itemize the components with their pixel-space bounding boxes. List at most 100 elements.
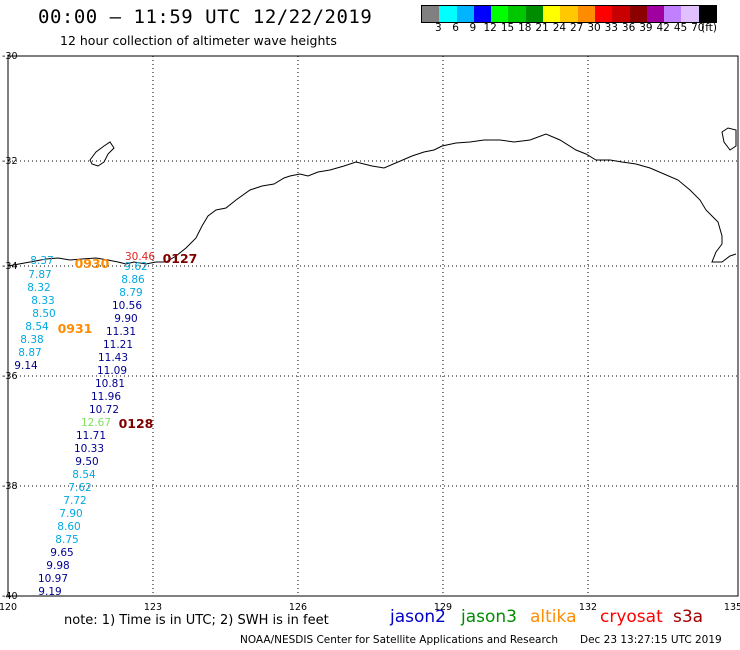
legend-label: 6 xyxy=(452,22,459,34)
legend-label: 36 xyxy=(621,22,636,34)
coastline xyxy=(7,133,737,267)
wave-height-value: 8.87 xyxy=(18,347,41,359)
satellite-jason3: jason3 xyxy=(461,607,517,627)
satellite-jason2: jason2 xyxy=(390,607,446,627)
wave-height-value: 9.50 xyxy=(75,456,98,468)
pass-time-label: 0128 xyxy=(119,416,154,431)
legend-label: 21 xyxy=(535,22,549,34)
wave-height-value: 11.09 xyxy=(97,365,127,377)
wave-height-value: 8.79 xyxy=(119,287,142,299)
lon-label: 123 xyxy=(144,602,162,613)
wave-height-value: 10.97 xyxy=(38,573,68,585)
legend-label: 70 xyxy=(691,22,705,34)
wave-height-value: 9.62 xyxy=(124,261,147,273)
satellite-altika: altika xyxy=(530,607,577,627)
legend-label: 33 xyxy=(604,22,618,34)
legend-swatch xyxy=(664,6,682,22)
legend-label: 15 xyxy=(500,22,515,34)
longitude-labels: 120 123 126 129 132 135 xyxy=(0,602,740,613)
legend-label: 27 xyxy=(570,22,584,34)
footnote: note: 1) Time is in UTC; 2) SWH is in fe… xyxy=(64,613,329,628)
legend-swatch xyxy=(473,6,492,22)
satellite-cryosat: cryosat xyxy=(600,607,663,627)
legend-label: 18 xyxy=(518,22,532,34)
pass-time-label: 0127 xyxy=(163,251,198,266)
wave-height-value: 8.75 xyxy=(55,534,78,546)
lat-label: -36 xyxy=(2,371,18,382)
color-legend-labels: 3 6 9 12 15 18 21 24 27 30 33 36 39 42 45 70 (ft) xyxy=(421,22,740,36)
lon-label: 135 xyxy=(724,602,740,613)
wave-height-value: 8.54 xyxy=(72,469,96,481)
map-subtitle: 12 hour collection of altimeter wave hei… xyxy=(60,33,337,48)
wave-height-value: 11.96 xyxy=(91,391,121,403)
wave-height-value: 8.60 xyxy=(57,521,80,533)
legend-swatch xyxy=(456,6,474,22)
wave-height-value: 8.37 xyxy=(30,255,53,267)
lon-label: 132 xyxy=(579,602,597,613)
lon-label: 129 xyxy=(434,602,452,613)
wave-height-value: 7.62 xyxy=(68,482,91,494)
wave-height-value: 8.50 xyxy=(32,308,55,320)
map-frame xyxy=(7,55,739,597)
coastline-island-east xyxy=(721,127,737,151)
legend-label: (ft) xyxy=(701,22,718,34)
lat-label: -38 xyxy=(2,481,18,492)
legend-swatch xyxy=(612,6,630,22)
wave-height-value: 8.33 xyxy=(31,295,54,307)
generated-timestamp: Dec 23 13:27:15 UTC 2019 xyxy=(580,634,722,646)
legend-label: 30 xyxy=(587,22,601,34)
wave-tracks: 8.377.878.328.338.508.548.388.879.149.62… xyxy=(14,251,155,598)
wave-height-value: 10.81 xyxy=(95,378,125,390)
map-title: 00:00 – 11:59 UTC 12/22/2019 xyxy=(38,6,373,28)
lat-label: -30 xyxy=(2,51,18,62)
lat-label: -40 xyxy=(2,591,18,602)
lon-label: 120 xyxy=(0,602,17,613)
wave-height-value: 10.56 xyxy=(112,300,142,312)
color-legend xyxy=(421,5,718,23)
legend-swatch xyxy=(577,6,595,22)
legend-swatch xyxy=(439,6,457,22)
wave-height-value: 9.90 xyxy=(114,313,137,325)
wave-height-value: 8.54 xyxy=(25,321,49,333)
wave-height-value: 9.98 xyxy=(46,560,69,572)
lat-label: -32 xyxy=(2,156,18,167)
wave-height-value: 11.31 xyxy=(106,326,136,338)
wave-height-value: 7.72 xyxy=(63,495,86,507)
legend-swatch xyxy=(594,6,613,22)
legend-label: 12 xyxy=(483,22,497,34)
wave-height-value: 10.33 xyxy=(74,443,104,455)
legend-label: 24 xyxy=(552,22,567,34)
pass-time-label: 0930 xyxy=(75,256,110,271)
wave-height-value: 9.14 xyxy=(14,360,38,372)
wave-height-value: 30.46 xyxy=(125,251,155,263)
legend-swatch xyxy=(543,6,561,22)
wave-height-value: 7.90 xyxy=(59,508,82,520)
legend-swatch xyxy=(646,6,665,22)
pass-time-label: 0931 xyxy=(58,321,93,336)
wave-height-value: 9.65 xyxy=(50,547,73,559)
wave-height-value: 8.38 xyxy=(20,334,43,346)
legend-swatch xyxy=(681,6,699,22)
legend-label: 3 xyxy=(434,22,442,34)
latitude-labels: -30 -32 -34 -36 -38 -40 xyxy=(2,51,18,602)
wave-height-value: 8.32 xyxy=(27,282,50,294)
legend-swatch xyxy=(698,6,717,22)
lon-label: 126 xyxy=(289,602,307,613)
wave-height-value: 9.19 xyxy=(38,586,61,598)
wave-height-value: 11.71 xyxy=(76,430,106,442)
legend-swatch xyxy=(560,6,578,22)
wave-height-value: 12.67 xyxy=(81,417,111,429)
legend-swatch xyxy=(422,6,440,22)
legend-swatch xyxy=(525,6,544,22)
legend-swatch xyxy=(491,6,509,22)
wave-height-value: 7.87 xyxy=(28,269,51,281)
legend-label: 39 xyxy=(639,22,653,34)
legend-label: 9 xyxy=(469,22,477,34)
credit-line: NOAA/NESDIS Center for Satellite Applica… xyxy=(240,634,558,646)
legend-swatch xyxy=(508,6,526,22)
wave-height-value: 10.72 xyxy=(89,404,119,416)
satellite-s3a: s3a xyxy=(673,607,704,627)
wave-height-value: 11.21 xyxy=(103,339,133,351)
wave-height-value: 8.86 xyxy=(121,274,145,286)
